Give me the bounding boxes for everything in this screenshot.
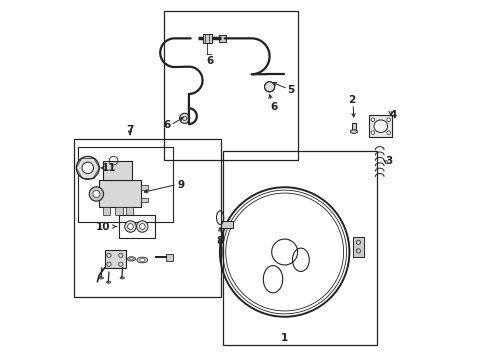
Text: 6: 6 — [163, 120, 171, 130]
Text: 9: 9 — [177, 180, 184, 189]
Text: 11: 11 — [102, 163, 117, 173]
Bar — [165, 253, 173, 261]
Bar — [126, 207, 133, 215]
Circle shape — [370, 118, 374, 122]
Circle shape — [76, 156, 99, 179]
Text: 10: 10 — [95, 221, 110, 231]
Circle shape — [136, 221, 148, 232]
Circle shape — [386, 118, 389, 122]
Text: 8: 8 — [216, 236, 224, 246]
Circle shape — [124, 221, 136, 232]
Ellipse shape — [139, 258, 144, 261]
Bar — [223, 151, 376, 345]
Circle shape — [82, 162, 93, 174]
Text: 6: 6 — [206, 55, 214, 66]
Bar — [163, 12, 298, 160]
Circle shape — [179, 113, 189, 123]
Bar — [102, 207, 110, 215]
Circle shape — [386, 131, 389, 134]
Circle shape — [370, 131, 374, 134]
Circle shape — [264, 82, 274, 92]
Bar — [140, 198, 147, 202]
Text: 6: 6 — [270, 102, 277, 112]
Ellipse shape — [127, 257, 135, 261]
Bar — [74, 139, 221, 297]
Bar — [368, 116, 392, 137]
Bar — [351, 123, 355, 132]
Circle shape — [139, 224, 145, 229]
Bar — [221, 221, 232, 228]
Circle shape — [127, 224, 133, 229]
Text: 7: 7 — [126, 125, 133, 135]
Text: 1: 1 — [281, 333, 288, 343]
Circle shape — [89, 187, 103, 201]
Bar — [140, 185, 147, 190]
Ellipse shape — [137, 257, 147, 263]
Bar — [78, 147, 173, 222]
Ellipse shape — [99, 277, 103, 279]
Circle shape — [93, 190, 100, 198]
Bar — [104, 250, 126, 268]
Text: 4: 4 — [389, 110, 396, 120]
Text: 5: 5 — [286, 85, 293, 95]
Bar — [102, 161, 131, 180]
Ellipse shape — [106, 281, 110, 283]
Ellipse shape — [349, 130, 357, 134]
Bar — [119, 215, 155, 238]
Text: 2: 2 — [348, 95, 355, 105]
Bar — [99, 180, 140, 207]
Text: 3: 3 — [385, 156, 392, 166]
Bar — [203, 34, 212, 42]
Bar — [352, 237, 363, 257]
Ellipse shape — [120, 277, 124, 279]
Bar — [219, 35, 225, 42]
Ellipse shape — [129, 258, 133, 260]
Bar — [115, 207, 122, 215]
Ellipse shape — [373, 120, 387, 132]
